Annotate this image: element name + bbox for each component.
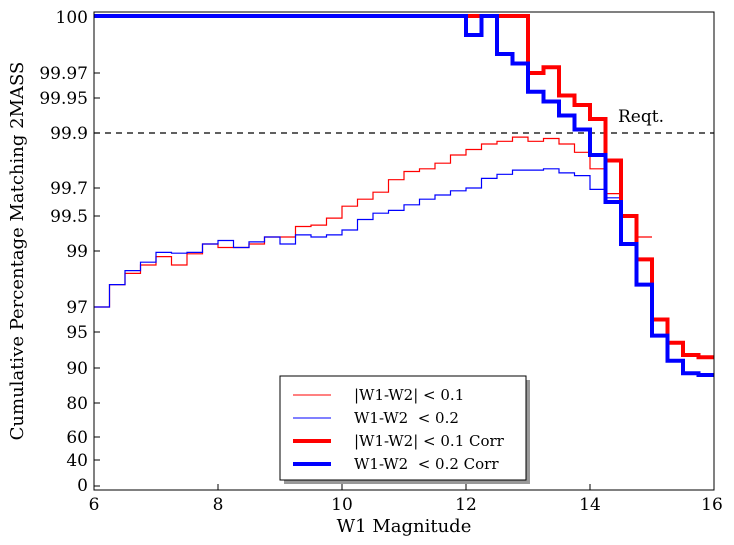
x-tick-label: 10 (331, 495, 353, 515)
y-ticks: 0 40 60 80 90 95 97 99 99.5 99.7 99.9 99… (39, 8, 88, 496)
y-tick-label: 95 (66, 323, 88, 343)
y-tick-label: 0 (77, 476, 88, 496)
x-tick-label: 16 (701, 495, 723, 515)
y-tick-label: 99.95 (39, 89, 88, 109)
x-ticks: 6 8 10 12 14 16 (89, 495, 723, 515)
y-tick-label: 90 (66, 359, 88, 379)
legend-label: |W1-W2| < 0.1 (354, 386, 464, 404)
legend-label: |W1-W2| < 0.1 Corr (354, 432, 505, 450)
series-line-1 (94, 136, 652, 308)
y-tick-label: 99 (66, 242, 88, 262)
series-line-4 (94, 14, 714, 377)
y-tick-label: 99.9 (50, 124, 88, 144)
y-tick-label: 100 (56, 8, 88, 28)
series-line-2 (94, 168, 621, 308)
x-tick-label: 12 (455, 495, 477, 515)
y-tick-label: 97 (66, 298, 88, 318)
x-tick-label: 14 (579, 495, 601, 515)
y-tick-label: 60 (66, 428, 88, 448)
legend-label: W1-W2 < 0.2 (354, 409, 459, 427)
series-layer (94, 14, 714, 377)
x-tick-label: 8 (213, 495, 224, 515)
y-axis-title: Cumulative Percentage Matching 2MASS (7, 62, 28, 441)
legend-label: W1-W2 < 0.2 Corr (354, 455, 499, 473)
y-tick-label: 99.97 (39, 64, 88, 84)
y-tick-label: 99.5 (50, 207, 88, 227)
plot-frame (93, 11, 715, 491)
legend: |W1-W2| < 0.1 W1-W2 < 0.2 |W1-W2| < 0.1 … (279, 375, 530, 484)
y-tick-label: 80 (66, 394, 88, 414)
requirement-label: Reqt. (618, 107, 664, 127)
y-tick-label: 99.7 (50, 179, 88, 199)
y-tick-label: 40 (66, 451, 88, 471)
x-tick-label: 6 (89, 495, 100, 515)
x-axis-title: W1 Magnitude (337, 516, 472, 537)
